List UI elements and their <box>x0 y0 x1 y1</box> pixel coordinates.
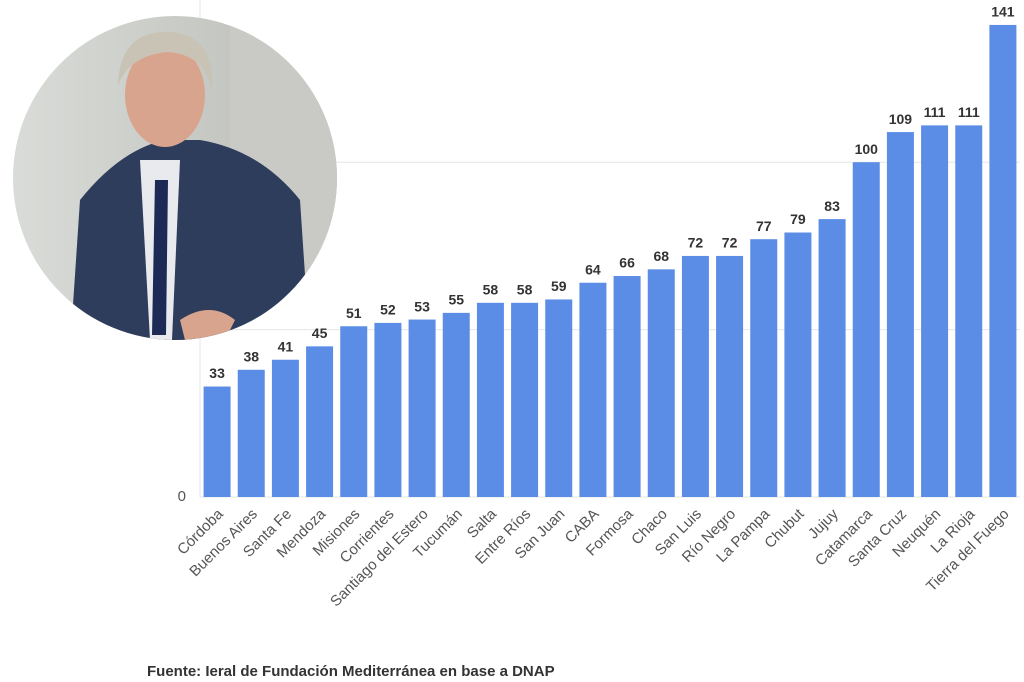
value-label: 33 <box>209 365 225 381</box>
bar <box>203 386 231 497</box>
value-label: 141 <box>991 4 1015 20</box>
value-label: 58 <box>483 282 499 298</box>
value-label: 72 <box>722 235 738 251</box>
x-tick-label: Chubut <box>761 505 808 552</box>
bar <box>408 319 436 497</box>
value-label: 111 <box>924 104 946 120</box>
bar <box>886 132 914 497</box>
bar <box>681 255 709 497</box>
bar <box>647 269 675 497</box>
value-label: 53 <box>414 298 430 314</box>
bar <box>306 346 334 497</box>
bar <box>818 219 846 498</box>
bar <box>784 232 812 497</box>
value-label: 111 <box>958 104 980 120</box>
value-label: 52 <box>380 302 396 318</box>
bar <box>374 322 402 497</box>
value-label: 77 <box>756 218 772 234</box>
value-label: 79 <box>790 211 806 227</box>
value-label: 38 <box>243 348 259 364</box>
bar <box>613 276 641 497</box>
bar <box>750 239 778 497</box>
photo <box>13 16 337 340</box>
value-label: 41 <box>278 338 294 354</box>
source: Fuente: Ieral de Fundación Mediterránea … <box>147 663 555 680</box>
bar <box>545 299 573 497</box>
value-label: 55 <box>448 292 464 308</box>
bar <box>852 162 880 497</box>
value-label: 59 <box>551 278 567 294</box>
value-label: 109 <box>889 111 913 127</box>
value-label: 58 <box>517 282 533 298</box>
bar <box>476 302 504 497</box>
bar <box>921 125 949 497</box>
bar <box>579 282 607 497</box>
value-label: 51 <box>346 305 362 321</box>
bar <box>716 255 744 497</box>
value-label: 64 <box>585 261 601 277</box>
bar <box>989 24 1017 497</box>
value-label: 68 <box>653 248 669 264</box>
value-label: 100 <box>855 141 879 157</box>
value-label: 66 <box>619 255 635 271</box>
bar <box>955 125 983 497</box>
bar <box>442 312 470 497</box>
value-label: 72 <box>688 235 704 251</box>
y-tick-label: 0 <box>178 488 186 505</box>
bar <box>340 326 368 497</box>
value-label: 45 <box>312 325 328 341</box>
bar <box>271 359 299 497</box>
value-label: 83 <box>824 198 840 214</box>
bar <box>237 369 265 497</box>
bar <box>511 302 539 497</box>
